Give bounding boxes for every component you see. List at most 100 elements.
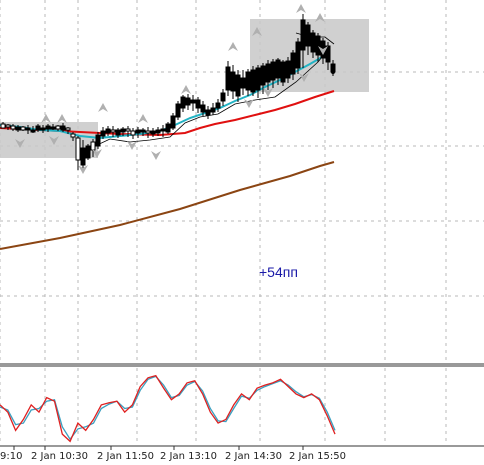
candle-body (200, 104, 206, 113)
candle-body (275, 59, 281, 79)
candle-body (40, 127, 46, 131)
candle-body (150, 130, 156, 135)
candle-body (65, 127, 71, 131)
candlesticks (0, 14, 336, 172)
candle-body (130, 130, 136, 136)
candle-body (185, 97, 191, 106)
candle-body (225, 66, 231, 91)
candle-body (160, 128, 166, 132)
candle-body (5, 124, 11, 128)
candle-body (90, 141, 96, 151)
candle-body (180, 96, 186, 109)
candle-body (215, 102, 221, 109)
candle-body (285, 60, 291, 79)
candle-body (115, 129, 121, 136)
candle-body (270, 61, 276, 81)
fractal-up-icon (181, 85, 191, 94)
candle-body (280, 61, 286, 83)
x-tick-label: 2 Jan 13:10 (160, 451, 217, 462)
fractal-arrows (15, 4, 335, 174)
candle-body (165, 123, 171, 133)
candle-body (0, 123, 6, 129)
candle-body (300, 19, 306, 51)
indicator-separator (0, 363, 484, 447)
candle-body (210, 107, 216, 113)
fractal-down-icon (151, 151, 161, 160)
fractal-down-icon (49, 136, 59, 145)
fractal-down-icon (15, 139, 25, 148)
candle-body (315, 35, 321, 56)
ma-long-line (0, 161, 335, 250)
ma-mid-line (0, 90, 335, 137)
chart-grid (0, 0, 484, 445)
candle-body (30, 129, 36, 133)
candle-body (70, 133, 76, 138)
x-tick-label: 2 Jan 15:50 (289, 451, 346, 462)
candle-body (250, 69, 256, 93)
x-tick-label: 2 Jan 14:30 (225, 451, 282, 462)
candle-body (85, 145, 91, 159)
fractal-up-icon (41, 114, 51, 123)
candle-body (75, 137, 81, 161)
candle-body (170, 115, 176, 129)
candle-body (155, 129, 161, 134)
x-tick-label: 2 Jan 10:30 (31, 451, 88, 462)
fractal-down-icon (127, 141, 137, 150)
fractal-up-icon (98, 103, 108, 112)
fractal-down-icon (92, 149, 102, 158)
fractal-down-icon (244, 99, 254, 108)
candle-body (45, 125, 51, 130)
fractal-up-icon (138, 114, 148, 123)
candle-body (255, 67, 261, 91)
candle-body (55, 125, 61, 130)
candle-body (100, 130, 106, 137)
candle-body (125, 128, 131, 132)
candle-body (235, 74, 241, 97)
candle-body (120, 128, 126, 133)
time-axis: 9:10 2 Jan 10:30 2 Jan 11:50 2 Jan 13:10 2 J… (0, 446, 346, 462)
candle-body (80, 147, 86, 166)
candle-body (205, 109, 211, 116)
candle-body (20, 126, 26, 131)
candle-body (110, 129, 116, 133)
candle-body (135, 129, 141, 134)
candle-body (260, 65, 266, 86)
candle-body (195, 99, 201, 109)
candle-body (265, 63, 271, 83)
fractal-up-icon (57, 114, 67, 123)
candle-body (295, 41, 301, 69)
stochastic-main-line (0, 374, 336, 443)
candle-body (190, 99, 196, 104)
fractal-down-icon (318, 46, 328, 55)
candle-body (15, 126, 21, 131)
candle-body (305, 24, 311, 47)
candle-body (140, 129, 146, 133)
candle-body (10, 125, 16, 130)
x-tick-label: 9:10 (0, 451, 22, 462)
marker-dot (331, 70, 335, 74)
candle-body (290, 52, 296, 75)
fractal-up-icon (228, 42, 238, 51)
candle-body (25, 127, 31, 131)
fractal-down-icon (78, 165, 88, 174)
x-tick-label: 2 Jan 11:50 (97, 451, 154, 462)
candle-body (60, 125, 66, 131)
candle-body (220, 92, 226, 102)
fractal-up-icon (315, 13, 325, 22)
stochastic-oscillator (0, 374, 336, 443)
candle-body (240, 77, 246, 89)
fractal-up-icon (252, 27, 262, 36)
candle-body (50, 126, 56, 130)
candle-body (95, 134, 101, 147)
candle-body (35, 125, 41, 131)
candle-body (145, 130, 151, 134)
candle-body (175, 103, 181, 118)
candle-body (310, 32, 316, 53)
candle-body (230, 71, 236, 92)
fractal-down-icon (263, 88, 273, 97)
fractal-down-icon (299, 73, 309, 82)
fractal-up-icon (296, 4, 306, 13)
candle-body (105, 128, 111, 134)
